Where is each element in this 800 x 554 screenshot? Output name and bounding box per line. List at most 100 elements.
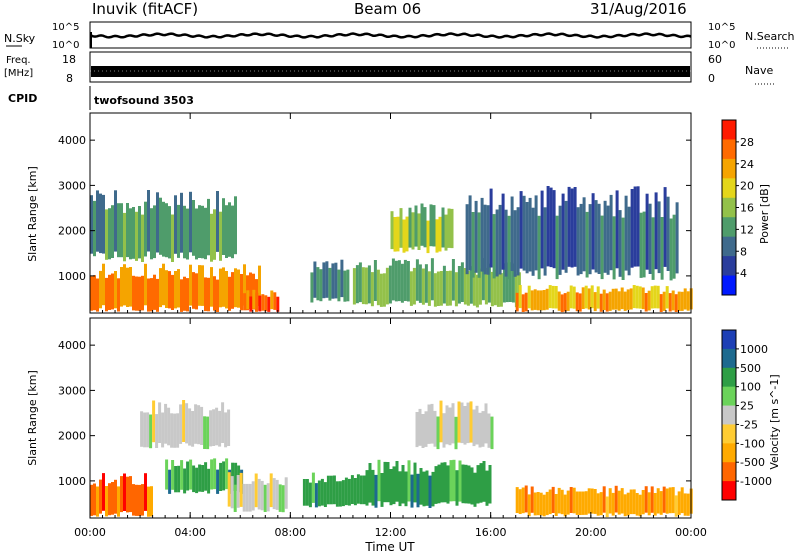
scatter-cell bbox=[548, 489, 552, 515]
scatter-cell bbox=[530, 486, 534, 513]
colorbar-cell bbox=[722, 330, 736, 350]
colorbar-tick-label: 28 bbox=[740, 136, 754, 149]
scatter-cell bbox=[665, 286, 669, 309]
scatter-cell bbox=[273, 292, 277, 310]
scatter-cell bbox=[460, 262, 464, 302]
scatter-cell bbox=[615, 190, 619, 269]
scatter-cell bbox=[355, 265, 359, 304]
scatter-cell bbox=[677, 291, 681, 311]
scatter-cell bbox=[421, 268, 425, 305]
scatter-cell bbox=[441, 207, 445, 248]
scatter-cell bbox=[567, 186, 571, 267]
scatter-cell bbox=[146, 412, 150, 448]
scatter-cell bbox=[561, 193, 565, 270]
scatter-cell bbox=[677, 491, 681, 515]
scatter-cell bbox=[198, 205, 201, 258]
scatter-cell bbox=[624, 195, 628, 271]
colorbar-frame bbox=[721, 329, 737, 501]
scatter-cell bbox=[530, 290, 534, 311]
scatter-cell bbox=[478, 412, 482, 448]
scatter-cell bbox=[563, 494, 567, 517]
scatter-cell bbox=[469, 266, 473, 304]
scatter-cell bbox=[390, 211, 394, 250]
scatter-cell bbox=[216, 469, 220, 494]
scatter-cell bbox=[138, 276, 141, 311]
colorbar-tick-label: 24 bbox=[740, 158, 754, 171]
scatter-cell bbox=[466, 402, 470, 444]
scatter-cell bbox=[90, 484, 93, 516]
scatter-cell bbox=[605, 293, 609, 312]
colorbar-cell bbox=[722, 120, 736, 140]
scatter-cell bbox=[322, 262, 326, 299]
scatter-cell bbox=[536, 290, 540, 311]
scatter-cell bbox=[138, 206, 141, 259]
y-tick-label: 1000 bbox=[58, 475, 86, 488]
scatter-cell bbox=[203, 416, 207, 449]
scatter-cell bbox=[455, 470, 459, 506]
scatter-cell bbox=[99, 270, 102, 309]
scatter-cell bbox=[656, 285, 660, 309]
scatter-cell bbox=[261, 294, 265, 311]
scatter-cell bbox=[521, 294, 525, 312]
scatter-cell bbox=[493, 269, 497, 306]
scatter-cell bbox=[511, 263, 515, 303]
scatter-cell bbox=[504, 209, 508, 277]
scatter-cell bbox=[534, 195, 538, 271]
scatter-cell bbox=[474, 200, 478, 273]
scatter-cell bbox=[252, 289, 256, 309]
scatter-cell bbox=[439, 400, 443, 443]
scatter-cell bbox=[353, 478, 357, 506]
cpid-value: twofsound 3503 bbox=[94, 94, 194, 107]
scatter-cell bbox=[389, 469, 393, 506]
scatter-cell bbox=[472, 270, 476, 306]
scatter-cell bbox=[428, 475, 432, 508]
scatter-cell bbox=[433, 410, 437, 447]
scatter-cell bbox=[636, 186, 640, 267]
scatter-cell bbox=[152, 400, 156, 443]
scatter-cell bbox=[579, 203, 583, 275]
colorbar-cell bbox=[722, 481, 736, 501]
scatter-cell bbox=[515, 487, 519, 513]
scatter-cell bbox=[192, 465, 196, 493]
scatter-cell bbox=[251, 481, 255, 511]
scatter-cell bbox=[230, 476, 234, 509]
scatter-cell bbox=[162, 263, 165, 306]
scatter-cell bbox=[147, 278, 150, 312]
scatter-cell bbox=[383, 461, 387, 503]
scatter-cell bbox=[602, 289, 606, 310]
scatter-cell bbox=[485, 470, 489, 506]
scatter-cell bbox=[545, 491, 549, 516]
scatter-cell bbox=[90, 276, 93, 311]
scatter-cell bbox=[411, 212, 415, 250]
scatter-cell bbox=[674, 294, 678, 312]
scatter-cell bbox=[225, 205, 228, 258]
scatter-cell bbox=[179, 404, 183, 444]
scatter-cell bbox=[177, 465, 181, 493]
scatter-cell bbox=[608, 291, 612, 311]
freq-tick-bottom: 8 bbox=[66, 72, 73, 85]
scatter-cell bbox=[255, 292, 259, 311]
scatter-cell bbox=[246, 290, 250, 310]
scatter-cell bbox=[419, 468, 423, 505]
scatter-cell bbox=[469, 401, 473, 443]
colorbar-cell bbox=[722, 462, 736, 482]
scatter-cell bbox=[371, 469, 375, 506]
scatter-cell bbox=[149, 414, 153, 449]
scatter-cell bbox=[653, 493, 657, 516]
scatter-cell bbox=[666, 196, 670, 271]
scatter-cell bbox=[323, 482, 327, 507]
scatter-cell bbox=[170, 413, 174, 448]
scatter-cell bbox=[204, 462, 208, 491]
scatter-cell bbox=[675, 202, 679, 274]
scatter-cell bbox=[612, 216, 616, 280]
scatter-cell bbox=[328, 267, 332, 301]
colorbar-tick-label: 16 bbox=[740, 202, 754, 215]
scatter-cell bbox=[480, 197, 484, 272]
scatter-cell bbox=[195, 467, 199, 494]
scatter-cell bbox=[141, 484, 144, 516]
scatter-cell bbox=[185, 403, 189, 444]
scatter-cell bbox=[399, 208, 403, 248]
scatter-cell bbox=[126, 203, 129, 258]
scatter-cell bbox=[450, 208, 454, 249]
scatter-cell bbox=[249, 272, 252, 309]
